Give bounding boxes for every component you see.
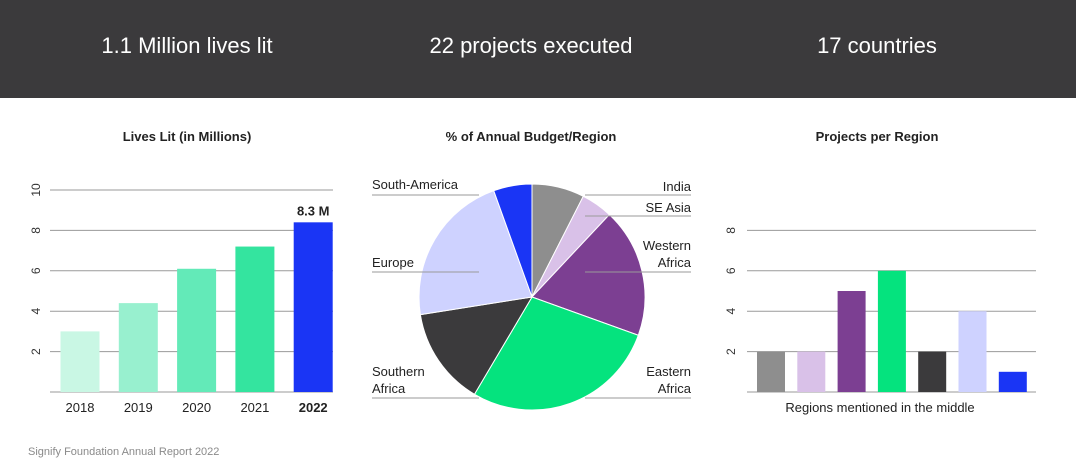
pie-slice [418,190,533,316]
bar [877,270,906,392]
stat-countries: 17 countries [817,33,937,58]
slice-label: SE Asia [645,200,691,215]
slice-label: Western Africa [643,238,692,270]
budget-pie-chart: India SE Asia Western Africa Eastern Africa So… [372,177,692,411]
bar [998,371,1027,392]
x-tick-label: 2022 [299,400,328,415]
budget-pie-chart-title: % of Annual Budget/Region [445,129,617,144]
stat-lives-lit: 1.1 Million lives lit [101,33,273,58]
bar [177,268,217,392]
slice-label: Eastern Africa [646,364,692,396]
bar [757,351,785,392]
bar [797,351,826,392]
lives-lit-bar-chart: 2 4 6 8 10 2018 2019 2020 2021 2022 8.3 M [29,183,333,415]
slice-label: South-America [372,177,459,192]
y-tick-label: 8 [29,227,43,234]
y-tick-label: 6 [29,267,43,274]
bar [235,246,275,392]
x-tick-label: 2020 [182,400,211,415]
x-axis-label: Regions mentioned in the middle [785,400,974,415]
bar [60,331,100,392]
bar [837,291,866,392]
x-tick-label: 2019 [124,400,153,415]
pie-slice [493,183,533,298]
pie-slice [419,296,533,395]
y-tick-label: 4 [724,308,738,315]
projects-chart-title: Projects per Region [815,129,939,144]
y-tick-label: 4 [29,308,43,315]
y-tick-label: 2 [724,348,738,355]
footer-source: Signify Foundation Annual Report 2022 [28,446,220,458]
data-label: 8.3 M [297,203,330,218]
y-tick-label: 6 [724,267,738,274]
stat-projects-executed: 22 projects executed [429,33,633,58]
x-tick-label: 2021 [240,400,269,415]
x-tick-label: 2018 [66,400,95,415]
y-tick-label: 8 [724,227,738,234]
pie-slice [531,213,646,336]
projects-bar-chart: 2 4 6 8 Regions mentioned in the middle [724,227,1036,415]
y-tick-label: 10 [29,183,43,197]
bar [293,222,333,392]
slice-label: India [663,179,692,194]
stats-banner: 1.1 Million lives lit 22 projects execut… [0,0,1076,98]
y-tick-label: 2 [29,348,43,355]
bar [918,351,947,392]
slice-label: Southern Africa [372,364,425,396]
bar [958,311,987,392]
bar [118,303,158,392]
slice-label: Europe [372,255,414,270]
lives-lit-chart-title: Lives Lit (in Millions) [122,129,252,144]
